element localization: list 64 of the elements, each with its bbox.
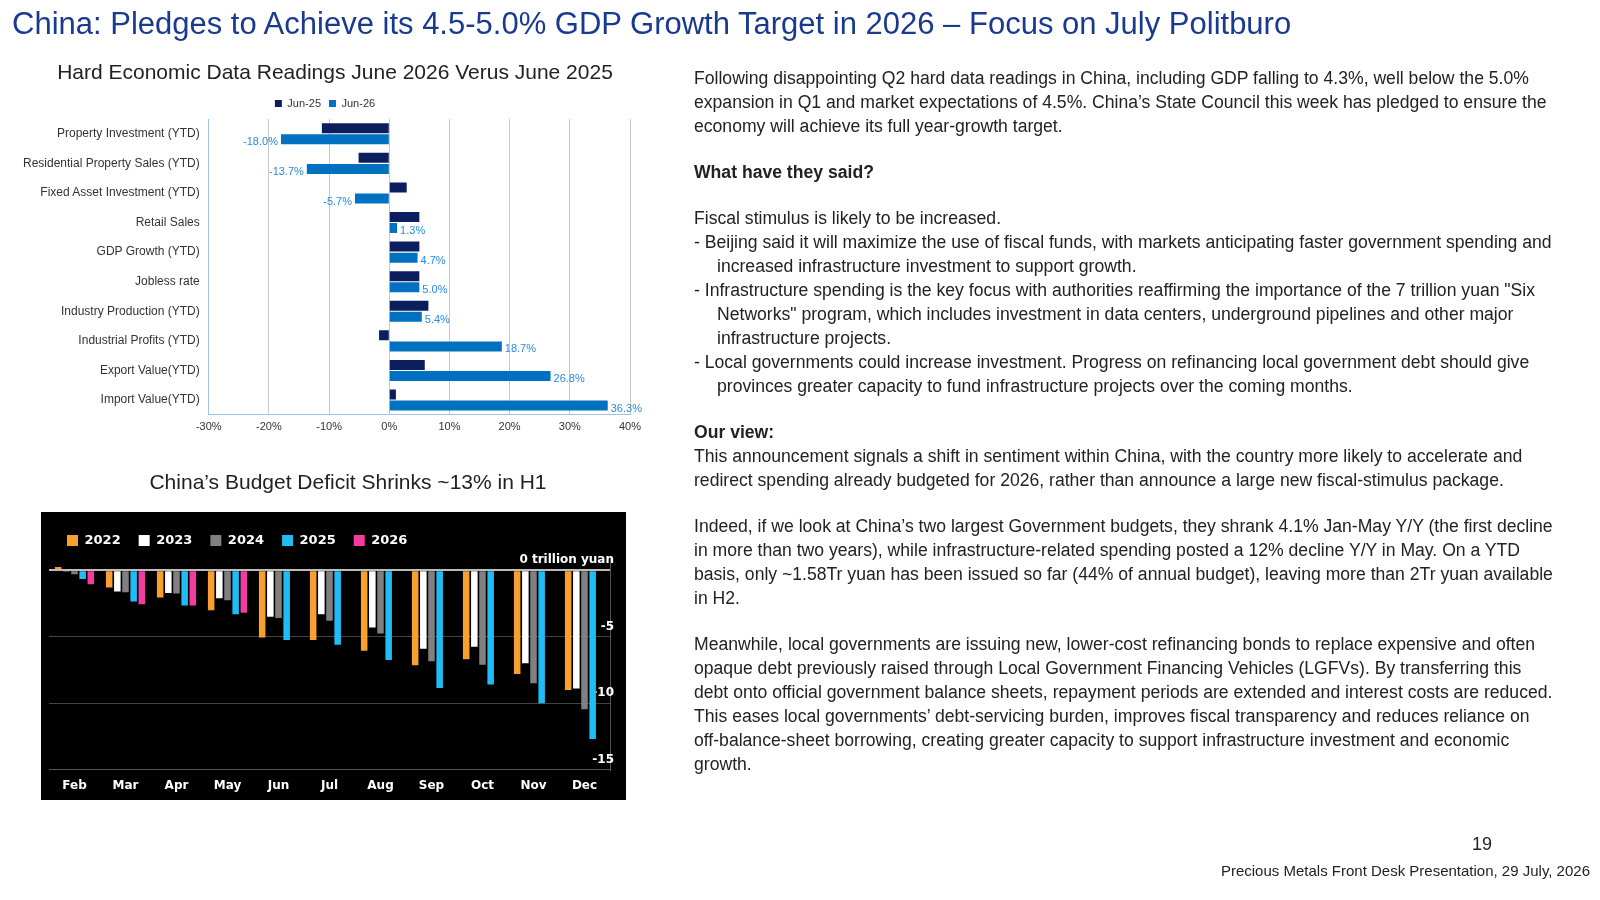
x-tick-label: May (213, 777, 242, 792)
x-tick-label: Jun (266, 777, 290, 792)
y-tick-label: -15 (592, 751, 614, 766)
legend-label: 2022 (84, 531, 121, 547)
x-tick-label: -10% (316, 420, 343, 433)
y-tick-label: Retail Sales (135, 214, 200, 229)
text: This announcement signals a shift in sentiment within China, with the country more likely to accelerate and redirect spending already budgeted for 2026, rather than announce a large new fiscal-stimulus package. (694, 445, 1524, 492)
data-label: 4.7% (420, 253, 446, 266)
x-tick-label: -20% (256, 420, 282, 433)
text: China: Pledges to Achieve its 4.5-5.0% GDP Growth Target in 2026 – Focus on July Politburo (12, 6, 1292, 42)
text: Our view: (694, 421, 776, 444)
x-tick-label: Feb (62, 777, 88, 792)
data-label: 5.0% (422, 283, 448, 296)
legend-label: Jun-26 (341, 96, 376, 109)
legend-label: 2025 (299, 531, 336, 547)
data-label: -13.7% (268, 164, 305, 177)
text: Fiscal stimulus is likely to be increased. (694, 207, 1003, 230)
data-label: 5.4% (424, 312, 451, 325)
text: Following disappointing Q2 hard data readings in China, including GDP falling to 4.3%, well below the 5.0% expansion in Q1 and market expectations of 4.5%. China’s State Council this week has pledged to ensure the economy will achieve its full year-growth target. (694, 67, 1548, 138)
data-label: 36.3% (610, 401, 643, 414)
text: - Infrastructure spending is the key focus with authorities reaffirming the importance of the 7 trillion yuan "Six Networks" program, which includes investment in data centers, underground pipelines and other major infrastructure projects. (694, 279, 1537, 350)
text: - Local governments could increase investment. Progress on refinancing local government debt should give provinces greater capacity to fund infrastructure projects over the coming months. (694, 351, 1531, 398)
text: Meanwhile, local governments are issuing new, lower-cost refinancing bonds to replace expensive and often opaque debt previously raised through Local Government Financing Vehicles (LGFVs). By transferring this debt onto official government balance sheets, repayment periods are extended and interest costs are reduced. This eases local governments’ debt-servicing burden, improves fiscal transparency and reduces reliance on off-balance-sheet borrowing, creating greater capacity to support infrastructure investment and economic growth. (694, 633, 1554, 776)
x-tick-label: 20% (498, 420, 521, 433)
legend-label: 2023 (156, 531, 193, 547)
y-tick-label: Industry Production (YTD) (61, 303, 200, 318)
data-label: -18.0% (243, 135, 279, 148)
x-tick-label: Jul (319, 777, 339, 792)
x-tick-label: Sep (418, 777, 445, 792)
y-tick-label: Residential Property Sales (YTD) (23, 155, 200, 170)
text: - Beijing said it will maximize the use of fiscal funds, with markets anticipating faster government spending and increased infrastructure investment to support growth. (694, 231, 1553, 278)
legend-label: Jun-25 (287, 96, 322, 109)
y-tick-label: Jobless rate (135, 274, 201, 288)
text: Indeed, if we look at China’s two largest Government budgets, they shrank 4.1% Jan-May Y/Y (the first decline in more than two years), while infrastructure-related spending posted a 12% decline Y/Y in May. On a YTD basis, only ~1.58Tr yuan has been issued so far (44% of annual budget), leaving more than 2Tr yuan available in H2. (694, 515, 1554, 610)
text: Precious Metals Front Desk Presentation, 29 July, 2026 (1220, 862, 1590, 879)
y-tick-label: Industrial Profits (YTD) (78, 333, 200, 348)
x-tick-label: Oct (470, 777, 495, 792)
x-tick-label: Dec (571, 777, 598, 792)
text: 19 (1471, 834, 1492, 855)
chart-title: China’s Budget Deficit Shrinks ~13% in H1 (148, 470, 548, 494)
x-tick-label: -30% (195, 420, 222, 433)
y-tick-label: Export Value(YTD) (99, 362, 200, 377)
x-tick-label: Nov (520, 777, 547, 792)
x-tick-label: 0% (381, 420, 398, 433)
y-tick-label: -5 (600, 618, 614, 633)
legend-label: 2024 (227, 531, 265, 547)
y-tick-label: 0 trillion yuan (519, 552, 614, 567)
data-label: 26.8% (553, 372, 585, 385)
data-label: -5.7% (323, 194, 353, 207)
x-tick-label: Apr (164, 777, 189, 792)
y-tick-label: GDP Growth (YTD) (96, 244, 200, 259)
data-label: 18.7% (504, 342, 537, 355)
x-tick-label: 30% (558, 420, 582, 433)
x-tick-label: 40% (618, 420, 642, 433)
x-tick-label: 10% (438, 420, 461, 433)
y-tick-label: Fixed Asset Investment (YTD) (40, 185, 200, 200)
legend-label: 2026 (371, 531, 408, 547)
y-tick-label: Property Investment (YTD) (57, 126, 200, 141)
data-label: 1.3% (400, 224, 426, 237)
y-tick-label: Import Value(YTD) (100, 392, 200, 407)
text: What have they said? (694, 161, 875, 184)
x-tick-label: Aug (367, 777, 394, 792)
chart-title: Hard Economic Data Readings June 2026 Verus June 2025 (56, 60, 614, 84)
x-tick-label: Mar (112, 777, 139, 792)
